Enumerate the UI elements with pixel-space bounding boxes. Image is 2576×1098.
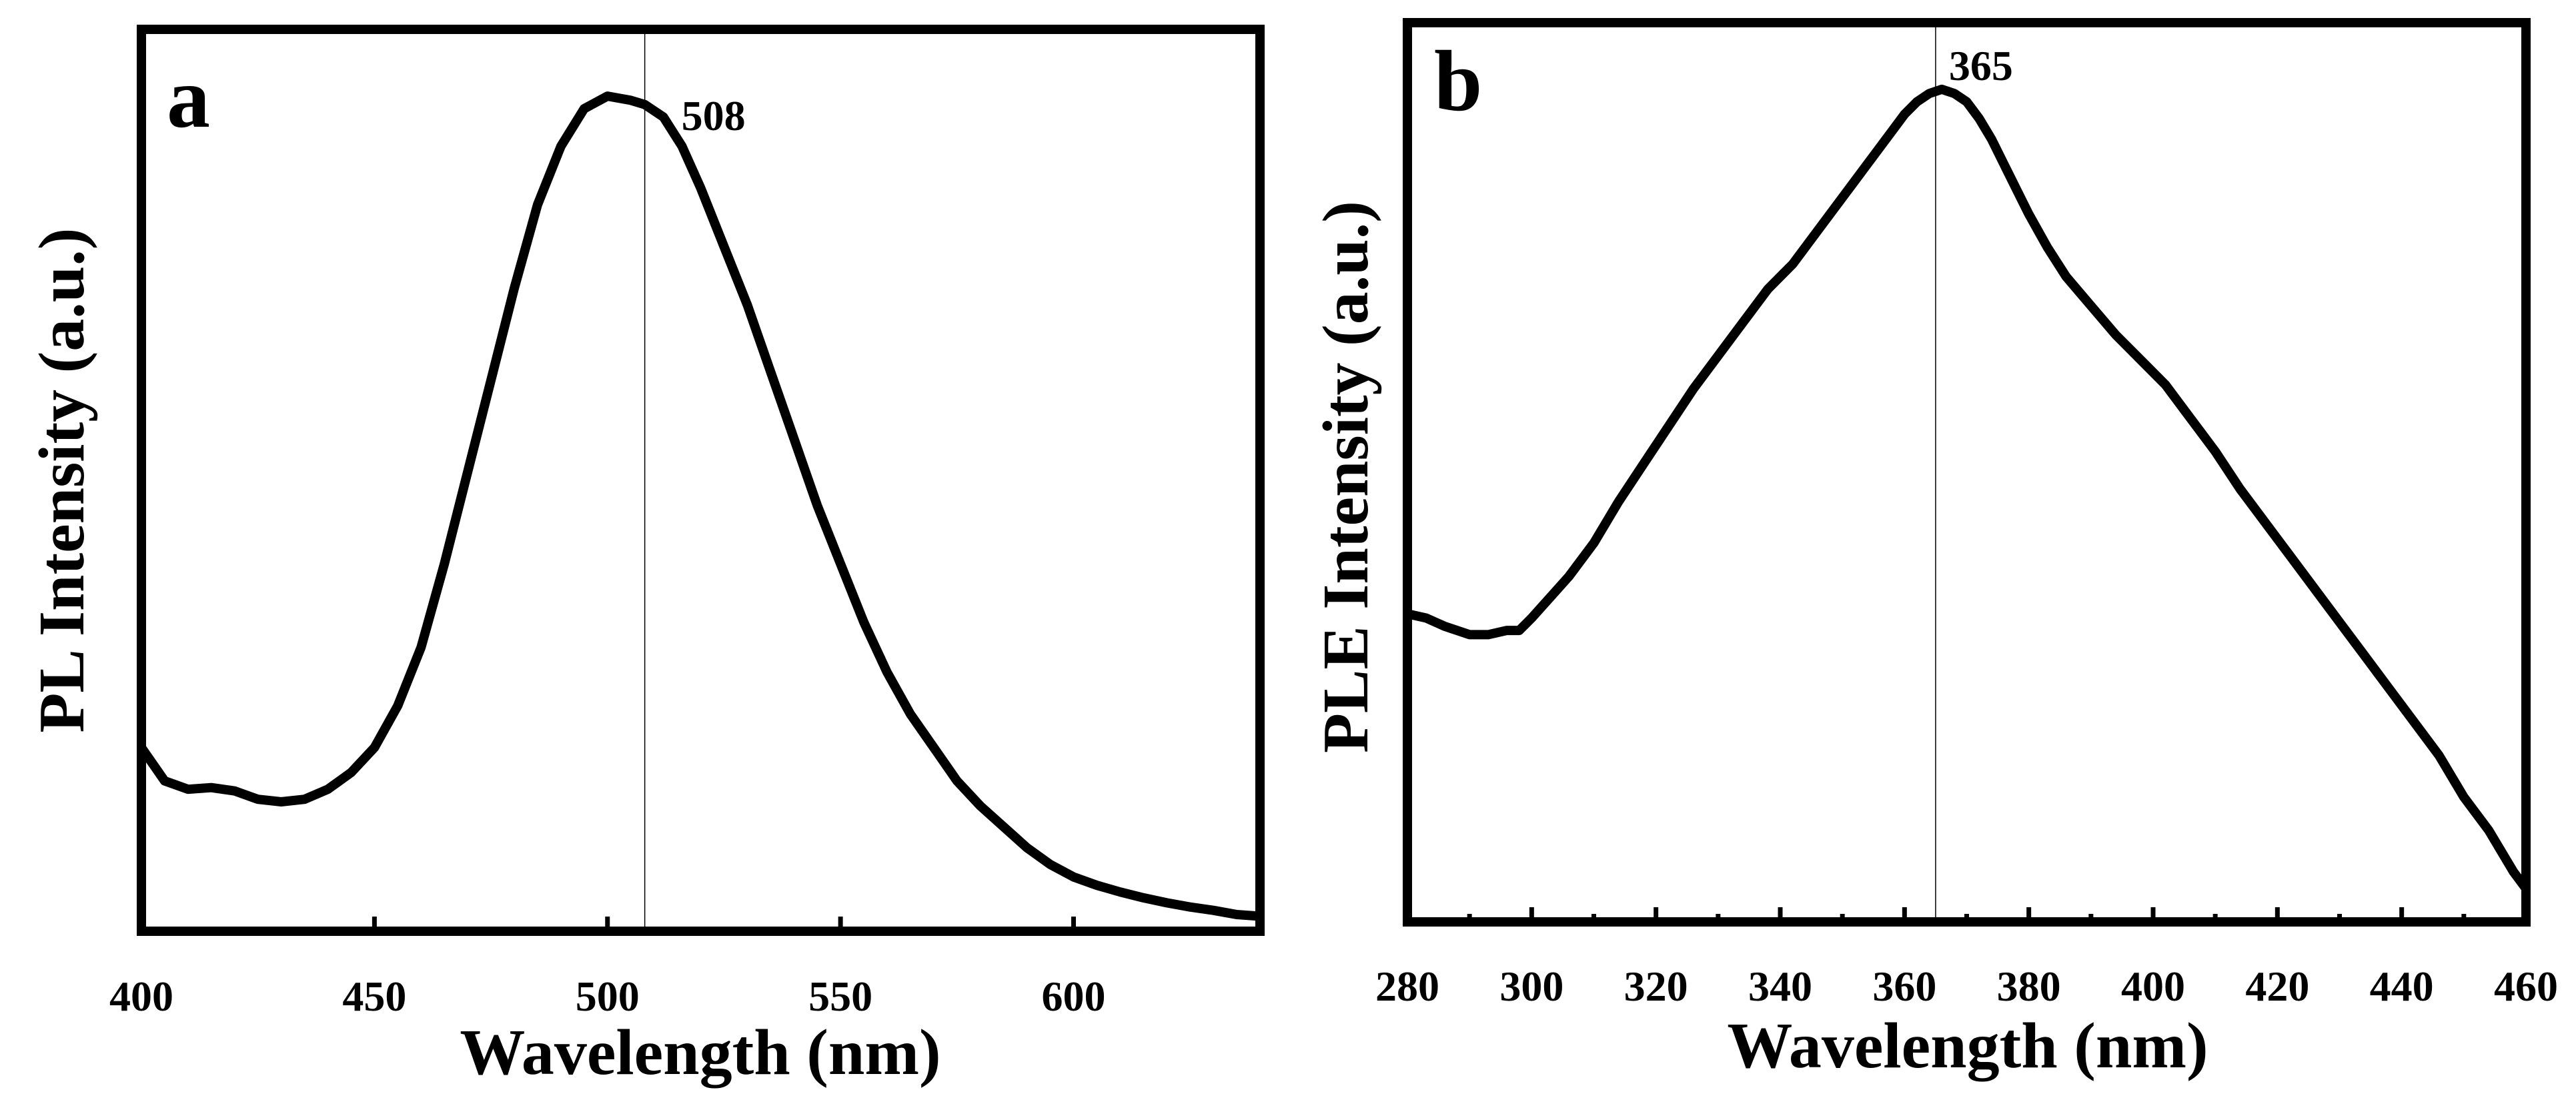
panel-b-tick-label: 400 [2121, 963, 2185, 1010]
panel-a-pl-curve [137, 91, 1265, 921]
panel-b-x-ticks: 280 300 320 340 360 380 400 420 440 460 [1375, 907, 2558, 1010]
panel-b-ple-curve [1403, 84, 2531, 894]
panel-b-tick-label: 460 [2494, 963, 2558, 1010]
panel-a-x-ticks: 400 450 500 550 600 [109, 917, 1106, 1020]
panel-b-plot-frame [1403, 18, 2531, 927]
panel-a-x-axis-label: Wavelength (nm) [460, 1017, 940, 1089]
panel-a-plot-frame [137, 25, 1265, 936]
panel-a-tick-label: 600 [1042, 973, 1106, 1020]
panel-a-tick-label: 550 [808, 973, 872, 1020]
panel-a-tick-label: 500 [576, 973, 640, 1020]
panel-b-tick-label: 440 [2370, 963, 2434, 1010]
panel-a-letter: a [167, 50, 210, 146]
panel-a-tick-label: 400 [109, 973, 173, 1020]
panel-b-tick-label: 280 [1375, 963, 1439, 1010]
panel-b-tick-label: 340 [1748, 963, 1812, 1010]
panel-b-tick-label: 420 [2245, 963, 2309, 1010]
panel-a-y-axis-label: PL Intensity (a.u.) [26, 228, 98, 733]
panel-a-peak-label: 508 [682, 92, 746, 139]
panel-b-tick-label: 360 [1872, 963, 1936, 1010]
panel-b-tick-label: 320 [1624, 963, 1688, 1010]
panel-b-tick-label: 380 [1997, 963, 2061, 1010]
panel-b-peak-label: 365 [1949, 42, 2013, 89]
panel-b-letter: b [1434, 33, 1482, 129]
panel-b-x-axis-label: Wavelength (nm) [1727, 1010, 2208, 1082]
panel-a: 400 450 500 550 600 a 508 Wavelength (nm) PL… [26, 25, 1265, 1089]
panel-b-y-axis-label: PLE Intensity (a.u.) [1310, 201, 1382, 753]
panel-b-tick-label: 300 [1499, 963, 1563, 1010]
panel-b: 280 300 320 340 360 380 400 420 440 460 b 365 Wav… [1310, 18, 2558, 1082]
panel-a-tick-label: 450 [342, 973, 406, 1020]
